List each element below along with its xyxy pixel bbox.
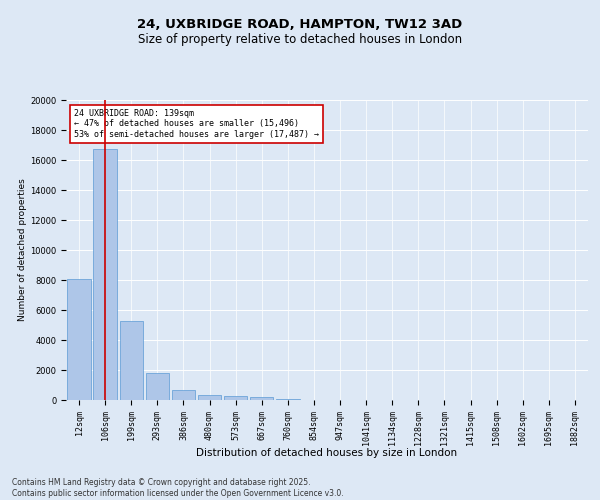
Bar (224, 396, 247, 400)
Text: Contains HM Land Registry data © Crown copyright and database right 2025.
Contai: Contains HM Land Registry data © Crown c… (12, 478, 344, 498)
X-axis label: Distribution of detached houses by size in London: Distribution of detached houses by size … (196, 448, 458, 458)
Text: 24, UXBRIDGE ROAD, HAMPTON, TW12 3AD: 24, UXBRIDGE ROAD, HAMPTON, TW12 3AD (137, 18, 463, 30)
Bar (250, 397, 274, 400)
Y-axis label: Number of detached properties: Number of detached properties (18, 178, 27, 322)
Bar (146, 373, 169, 400)
Bar (94, 150, 117, 400)
Text: Size of property relative to detached houses in London: Size of property relative to detached ho… (138, 32, 462, 46)
Bar (198, 395, 221, 400)
Text: 24 UXBRIDGE ROAD: 139sqm
← 47% of detached houses are smaller (15,496)
53% of se: 24 UXBRIDGE ROAD: 139sqm ← 47% of detach… (74, 109, 319, 139)
Bar (67, 278, 91, 400)
Bar (172, 390, 195, 400)
Bar (276, 398, 299, 400)
Bar (119, 320, 143, 400)
